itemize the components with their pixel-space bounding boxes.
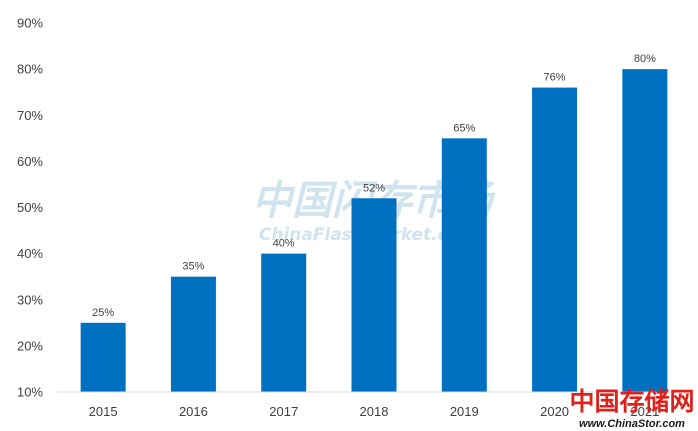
x-tick-label: 2015: [89, 404, 118, 419]
x-tick-label: 2019: [450, 404, 479, 419]
bar: [351, 198, 397, 392]
x-tick-label: 2021: [630, 404, 659, 419]
bar-data-label: 80%: [634, 53, 656, 65]
y-tick-label: 90%: [17, 16, 43, 31]
y-axis-tick-labels: 10% 20% 30% 40% 50% 60% 70% 80% 90%: [17, 16, 43, 400]
bar: [261, 253, 307, 392]
bar: [80, 322, 126, 392]
bar: [170, 276, 216, 392]
bar-data-label: 40%: [273, 238, 295, 250]
y-tick-label: 30%: [17, 292, 43, 307]
bar-data-label: 65%: [453, 122, 475, 134]
y-tick-label: 20%: [17, 338, 43, 353]
x-tick-label: 2018: [360, 404, 389, 419]
bar-data-label: 35%: [182, 261, 204, 273]
corner-watermark-cn: 中国存储网: [569, 387, 694, 416]
bar: [532, 87, 578, 392]
corner-watermark-url: www.ChinaStor.com: [579, 418, 685, 430]
x-axis-tick-labels: 2015 2016 2017 2018 2019 2020 2021: [89, 404, 660, 419]
x-tick-label: 2017: [269, 404, 298, 419]
x-tick-label: 2016: [179, 404, 208, 419]
bar-data-label: 25%: [92, 307, 114, 319]
y-tick-label: 70%: [17, 108, 43, 123]
y-tick-label: 60%: [17, 154, 43, 169]
bar: [622, 69, 668, 392]
bar: [441, 138, 487, 392]
bar-series: [80, 69, 668, 392]
bar-data-label: 52%: [363, 182, 385, 194]
bar-data-label: 76%: [544, 72, 566, 84]
y-tick-label: 10%: [17, 385, 43, 400]
y-tick-label: 80%: [17, 62, 43, 77]
x-tick-label: 2020: [540, 404, 569, 419]
data-labels: 25% 35% 40% 52% 65% 76% 80%: [92, 53, 656, 319]
corner-watermark: 中国存储网 www.ChinaStor.com: [569, 387, 694, 430]
y-tick-label: 50%: [17, 200, 43, 215]
y-tick-label: 40%: [17, 246, 43, 261]
